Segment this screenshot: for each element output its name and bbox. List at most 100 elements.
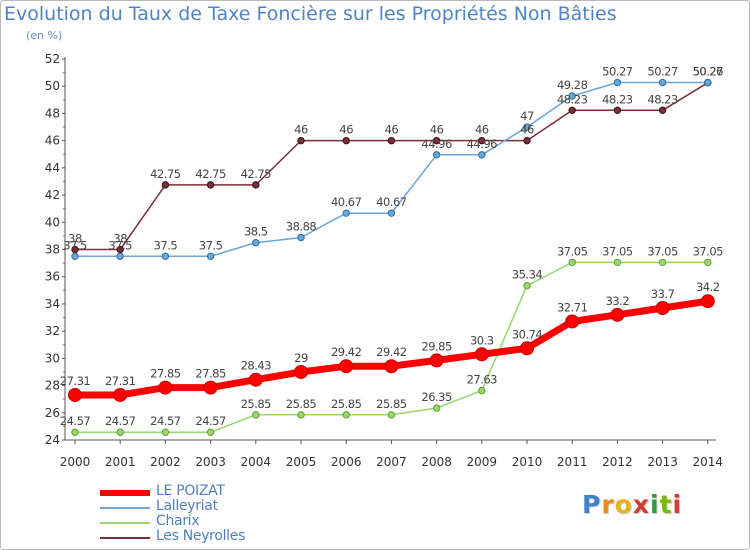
x-tick-label: 2012 — [602, 455, 633, 469]
data-label-le-poizat: 29.42 — [331, 345, 362, 359]
x-tick-label: 2001 — [105, 455, 136, 469]
data-point-les-neyrolles — [613, 106, 622, 114]
data-label-charix: 37.05 — [647, 244, 678, 258]
chart-title: Evolution du Taux de Taxe Foncière sur l… — [4, 3, 617, 25]
data-point-charix — [704, 258, 712, 267]
data-label-lalleyriat: 44.96 — [467, 137, 498, 151]
data-label-charix: 37.05 — [693, 244, 724, 258]
data-point-les-neyrolles — [658, 106, 667, 114]
chart-subtitle: (en %) — [26, 29, 63, 42]
data-label-les-neyrolles: 38 — [68, 232, 82, 246]
data-label-charix: 25.85 — [331, 397, 362, 411]
data-point-lalleyriat — [116, 252, 124, 261]
logo-letter: i — [650, 490, 660, 519]
data-label-charix: 35.34 — [512, 268, 543, 282]
data-label-charix: 25.85 — [241, 397, 272, 411]
data-label-lalleyriat: 38.5 — [244, 225, 268, 239]
data-point-lalleyriat — [297, 233, 305, 242]
data-point-lalleyriat — [71, 252, 79, 261]
data-label-lalleyriat: 50.27 — [647, 65, 678, 79]
data-label-les-neyrolles: 46 — [520, 123, 534, 137]
data-point-charix — [71, 428, 79, 436]
x-tick-label: 2009 — [467, 455, 498, 469]
x-tick-label: 2005 — [286, 455, 317, 469]
y-tick-label: 52 — [45, 52, 60, 66]
data-label-charix: 24.57 — [195, 414, 226, 428]
logo-letter: t — [659, 490, 673, 519]
data-point-charix — [523, 281, 531, 290]
logo-letter: x — [632, 490, 650, 519]
logo-letter: i — [672, 490, 683, 519]
x-tick-label: 2013 — [647, 455, 678, 469]
data-point-le-poizat — [294, 364, 308, 379]
proxiti-logo: Proxiti — [582, 490, 682, 519]
y-tick-label: 32 — [45, 324, 60, 338]
data-label-le-poizat: 30.3 — [470, 333, 494, 347]
data-label-les-neyrolles: 50.26 — [693, 65, 724, 79]
data-point-lalleyriat — [161, 252, 170, 261]
y-tick-label: 38 — [45, 243, 60, 257]
data-label-charix: 25.85 — [376, 397, 407, 411]
data-point-le-poizat — [113, 387, 128, 402]
x-tick-label: 2007 — [376, 455, 407, 469]
data-point-charix — [478, 386, 486, 395]
data-point-charix — [387, 411, 396, 419]
data-point-le-poizat — [203, 380, 218, 395]
data-point-charix — [252, 411, 260, 419]
data-point-charix — [297, 411, 305, 419]
data-point-les-neyrolles — [478, 136, 486, 145]
data-label-lalleyriat: 40.67 — [376, 195, 407, 209]
data-label-lalleyriat: 38.88 — [286, 220, 317, 234]
data-point-le-poizat — [700, 294, 715, 309]
data-point-charix — [658, 258, 667, 267]
data-point-charix — [116, 428, 124, 436]
legend-item-charix: Charix — [100, 513, 340, 531]
data-label-le-poizat: 29.42 — [376, 345, 407, 359]
x-tick-label: 2004 — [241, 455, 272, 469]
data-label-les-neyrolles: 48.23 — [647, 92, 678, 106]
data-point-les-neyrolles — [432, 136, 441, 145]
legend-item-lalleyriat: Lalleyriat — [100, 498, 340, 516]
data-point-lalleyriat — [252, 238, 260, 247]
data-label-charix: 24.57 — [150, 414, 181, 428]
data-label-le-poizat: 33.7 — [651, 287, 675, 301]
logo-letter: r — [601, 490, 615, 519]
data-label-le-poizat: 27.85 — [150, 367, 181, 381]
data-label-les-neyrolles: 46 — [294, 123, 308, 137]
data-labels: 24.57 24.57 24.57 24.57 25.85 25.85 25.85 25.85… — [60, 65, 724, 429]
data-label-les-neyrolles: 42.75 — [241, 167, 272, 181]
data-label-les-neyrolles: 46 — [385, 123, 399, 137]
x-tick-label: 2010 — [512, 455, 543, 469]
y-tick-label: 26 — [45, 406, 60, 420]
data-point-le-poizat — [384, 359, 399, 374]
legend-label: Les Neyrolles — [156, 528, 246, 544]
legend-swatch-charix — [100, 522, 150, 524]
data-label-le-poizat: 29 — [294, 351, 308, 365]
logo-letter: o — [614, 490, 633, 519]
data-label-les-neyrolles: 48.23 — [602, 92, 633, 106]
y-tick-label: 30 — [45, 351, 60, 365]
data-label-les-neyrolles: 48.23 — [557, 92, 588, 106]
data-point-les-neyrolles — [342, 136, 350, 145]
data-label-lalleyriat: 40.67 — [331, 195, 362, 209]
data-label-lalleyriat: 37.5 — [154, 238, 178, 252]
data-label-charix: 26.35 — [421, 390, 452, 404]
y-tick-label: 50 — [45, 79, 60, 93]
data-point-charix — [342, 411, 350, 419]
legend-label: LE POIZAT — [156, 483, 225, 499]
data-label-charix: 24.57 — [105, 414, 136, 428]
data-label-les-neyrolles: 46 — [430, 123, 444, 137]
data-label-lalleyriat: 37.5 — [63, 238, 87, 252]
data-point-le-poizat — [339, 359, 354, 374]
data-label-charix: 24.57 — [60, 414, 91, 428]
legend-item-le-poizat: LE POIZAT — [100, 483, 340, 501]
data-label-lalleyriat: 50.27 — [602, 65, 633, 79]
data-point-le-poizat — [248, 372, 263, 387]
data-point-les-neyrolles — [297, 136, 305, 145]
data-point-le-poizat — [610, 307, 625, 322]
data-label-lalleyriat: 44.96 — [421, 137, 452, 151]
data-point-lalleyriat — [613, 78, 622, 87]
data-point-lalleyriat — [206, 252, 215, 261]
